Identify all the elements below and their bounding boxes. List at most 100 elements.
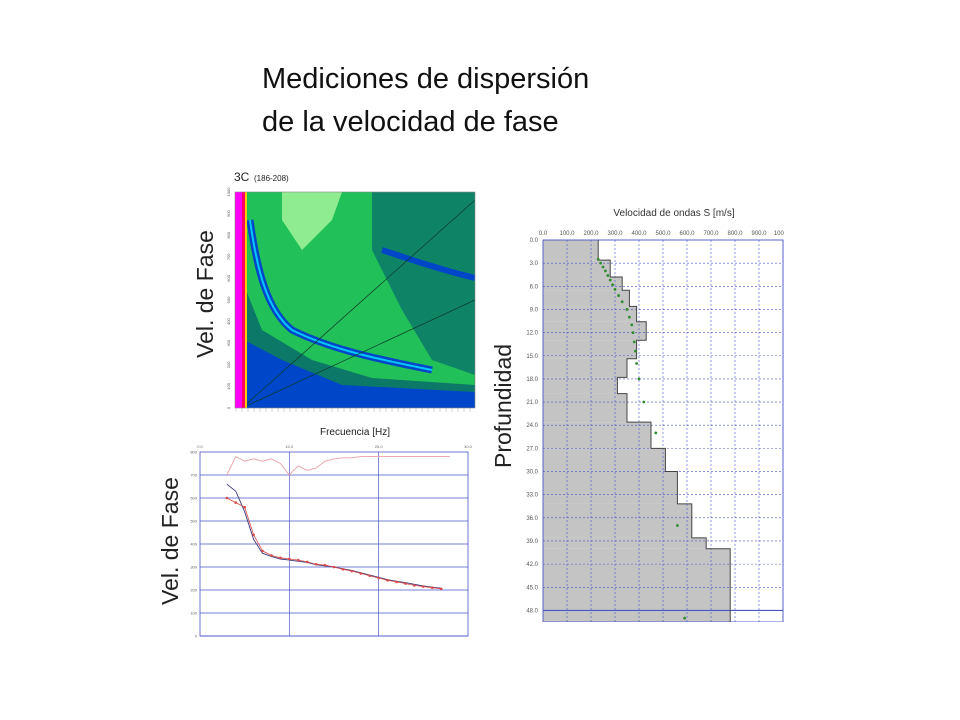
curve-series-upper	[226, 455, 451, 476]
profile-y-ticks: 0.0 3.0 6.0 9.0 12.0 15.0 18.0 21.0 24.0 27.0 30.0…	[526, 238, 538, 614]
profile-data-point	[625, 308, 629, 311]
heatmap-ytick-label: 800	[226, 231, 231, 238]
profile-layer	[543, 471, 678, 504]
curve-pick-point	[279, 556, 282, 560]
profile-layer	[543, 290, 630, 307]
curve-ytick-label: 300	[190, 565, 197, 570]
heatmap-ytick-label: 400	[226, 317, 231, 324]
heatmap-ytick-label: 300	[226, 339, 231, 346]
heatmap-frame	[234, 191, 476, 409]
curve-pick-point	[359, 572, 363, 575]
profile-ytick-label: 12.0	[526, 331, 538, 337]
curve-pick-point	[422, 585, 425, 588]
profile-layer	[543, 537, 707, 549]
heatmap-ytick-label: 700	[226, 253, 231, 260]
curve-pick-point	[234, 501, 238, 504]
curve-pick-point	[332, 565, 336, 569]
curve-pick-point	[368, 574, 372, 578]
profile-ytick-label: 33.0	[526, 493, 538, 499]
curve-ytick-label: 0	[195, 634, 198, 639]
heatmap-plot-area	[235, 192, 475, 408]
profile-data-point	[642, 400, 646, 404]
profile-x-ticks: 0.0 100.0 200.0 300.0 400.0 500.0 600.0 700.0 80…	[539, 231, 784, 237]
profile-xtick-label: 800.0	[727, 231, 743, 237]
curve-xtick-label: 20.0	[375, 444, 384, 449]
profile-layer	[543, 548, 731, 622]
curve-ytick-label: 200	[190, 588, 197, 593]
profile-title: Velocidad de ondas S [m/s]	[613, 208, 734, 219]
curve-pick-point	[252, 533, 255, 537]
dispersion-heatmap-chart: 3C (186-208) 100090080070060050040030020…	[226, 170, 476, 438]
curve-xtick-label: 0.0	[197, 444, 203, 449]
curve-pick-point	[430, 586, 434, 589]
profile-data-point	[683, 616, 686, 620]
profile-data-point	[611, 283, 614, 287]
curve-pick-point	[225, 496, 229, 500]
curve-x-ticks: 0.0 10.0 20.0 30.0	[197, 444, 472, 449]
slide-title-line-2: de la velocidad de fase	[262, 106, 559, 138]
profile-ytick-label: 0.0	[530, 238, 539, 244]
heatmap-ytick-label: 100	[226, 382, 231, 389]
curve-pick-point	[305, 560, 309, 564]
curve-pick-point	[323, 563, 327, 567]
profile-xtick-label: 900.0	[751, 231, 767, 237]
curve-xtick-label: 30.0	[464, 444, 473, 449]
profile-data-point	[631, 331, 635, 335]
profile-data-point	[632, 340, 636, 344]
dispersion-curve-chart: 0.0 10.0 20.0 30.0 800 700 600 500 400 300 200 100…	[180, 440, 480, 640]
curve-pick-point	[350, 569, 354, 573]
profile-ytick-label: 9.0	[530, 307, 539, 313]
curve-pick-point	[314, 562, 318, 566]
heatmap-band-magenta	[235, 192, 242, 408]
profile-xtick-label: 700.0	[703, 231, 719, 237]
profile-layer	[543, 340, 637, 359]
heatmap-ytick-label: 500	[226, 296, 231, 303]
profile-frame	[542, 239, 784, 622]
profile-outline	[597, 240, 731, 622]
profile-layer	[543, 422, 651, 449]
curve-pick-point	[288, 557, 291, 561]
profile-ytick-label: 42.0	[526, 562, 538, 568]
profile-xtick-label: 500.0	[655, 231, 671, 237]
profile-ytick-label: 39.0	[526, 539, 538, 545]
curve-ytick-label: 400	[190, 542, 197, 547]
profile-data-point	[620, 300, 624, 304]
curve-ytick-label: 600	[190, 496, 197, 501]
heatmap-ridge-core	[249, 219, 433, 371]
heatmap-diagonal-2	[241, 299, 475, 408]
profile-ytick-label: 27.0	[526, 446, 538, 452]
profile-step-line	[597, 240, 731, 622]
profile-ytick-label: 3.0	[530, 261, 539, 267]
profile-layer	[543, 321, 647, 341]
profile-layer	[543, 393, 627, 423]
profile-layer	[543, 358, 627, 378]
profile-ytick-label: 24.0	[526, 423, 538, 429]
heatmap-ytick-label: 0	[226, 406, 231, 409]
profile-ytick-label: 15.0	[526, 354, 538, 360]
profile-ytick-label: 18.0	[526, 377, 538, 383]
profile-data-point	[606, 274, 610, 277]
heatmap-ytick-label: 1000	[226, 187, 231, 197]
curve-pick-point	[439, 587, 443, 591]
profile-layer	[543, 240, 599, 261]
curve-ytick-label: 800	[190, 450, 197, 455]
profile-layer	[543, 306, 637, 322]
profile-data-point	[676, 524, 679, 527]
heatmap-ytick-label: 200	[226, 361, 231, 368]
slide-title: Mediciones de dispersión de la velocidad…	[262, 58, 589, 144]
profile-data-point	[654, 431, 658, 435]
curve-ytick-label: 700	[190, 473, 197, 478]
profile-data-point	[628, 315, 631, 319]
profile-xtick-label: 200.0	[583, 231, 599, 237]
curve-pick-point	[395, 580, 398, 584]
curve-ytick-label: 500	[190, 519, 197, 524]
profile-data-point	[630, 323, 634, 327]
profile-ytick-label: 36.0	[526, 516, 538, 522]
heatmap-ylabel: Vel. de Fase	[192, 230, 218, 358]
curve-pick-point	[261, 549, 264, 553]
heatmap-band-blue	[242, 340, 475, 408]
profile-data-point	[608, 278, 612, 282]
profile-layer	[543, 277, 623, 291]
profile-ytick-label: 6.0	[530, 284, 539, 290]
